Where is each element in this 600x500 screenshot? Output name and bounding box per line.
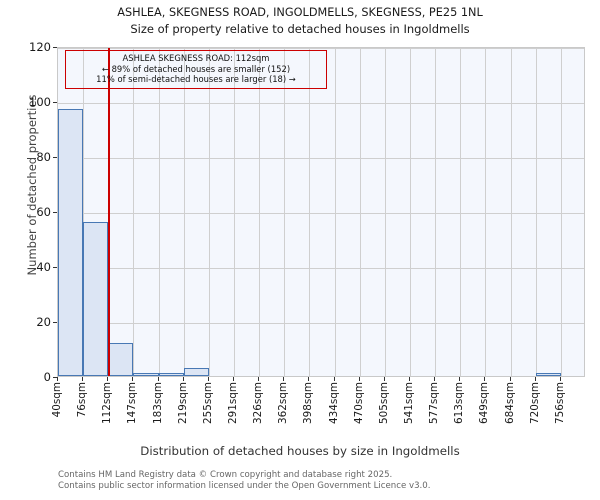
y-axis-label: Number of detached properties <box>25 94 39 276</box>
gridline-vertical <box>560 48 562 376</box>
x-axis-tick-mark <box>358 377 360 381</box>
x-axis-tick-mark <box>182 377 184 381</box>
x-axis-tick-label: 649sqm <box>478 382 491 424</box>
gridline-vertical <box>510 48 512 376</box>
x-axis-tick-mark <box>383 377 385 381</box>
gridline-vertical <box>234 48 235 376</box>
gridline-vertical <box>284 48 286 376</box>
gridline-vertical <box>334 48 336 376</box>
x-axis-tick-label: 756sqm <box>553 382 566 424</box>
page-title: ASHLEA, SKEGNESS ROAD, INGOLDMELLS, SKEG… <box>117 6 483 19</box>
annotation-title: ASHLEA SKEGNESS ROAD: 112sqm <box>122 53 270 63</box>
gridline-horizontal <box>58 48 584 49</box>
x-axis-tick-label: 112sqm <box>101 382 114 424</box>
x-axis-tick-mark <box>283 377 285 381</box>
annotation-larger: 11% of semi-detached houses are larger (… <box>96 74 296 84</box>
histogram-bar <box>133 373 159 376</box>
histogram-bar <box>83 222 109 376</box>
x-axis-tick-mark <box>233 377 234 381</box>
property-annotation-box: ASHLEA SKEGNESS ROAD: 112sqm ← 89% of de… <box>65 50 327 89</box>
annotation-smaller: ← 89% of detached houses are smaller (15… <box>101 63 291 74</box>
x-axis-tick-label: 541sqm <box>403 382 415 424</box>
x-axis-tick-mark <box>333 377 335 381</box>
x-axis-tick-mark <box>559 377 561 381</box>
x-axis-tick-mark <box>107 377 109 381</box>
x-axis-tick-mark <box>434 377 436 381</box>
footer-line-2: Contains public sector information licen… <box>58 480 431 491</box>
gridline-horizontal <box>58 213 584 214</box>
x-axis-tick-mark <box>207 377 209 381</box>
x-axis-tick-label: 362sqm <box>277 382 290 424</box>
gridline-horizontal <box>58 268 584 269</box>
histogram-bar <box>108 343 134 376</box>
gridline-vertical <box>485 48 487 376</box>
x-axis-tick-mark <box>258 377 260 381</box>
x-axis-tick-label: 255sqm <box>201 382 214 424</box>
x-axis-tick-label: 505sqm <box>377 382 390 424</box>
gridline-vertical <box>83 48 85 376</box>
gridline-vertical <box>384 48 386 376</box>
x-axis-tick-label: 434sqm <box>327 382 340 424</box>
x-axis-tick-label: 291sqm <box>227 382 239 424</box>
gridline-vertical <box>309 48 311 376</box>
x-axis-tick-mark <box>459 377 461 381</box>
gridline-horizontal <box>58 158 584 159</box>
gridline-horizontal <box>58 103 584 104</box>
gridline-vertical <box>460 48 462 376</box>
x-axis-tick-mark <box>509 377 511 381</box>
gridline-vertical <box>435 48 437 376</box>
y-axis-tick-label: 0 <box>43 370 51 384</box>
gridline-vertical <box>208 48 210 376</box>
x-axis-tick-label: 147sqm <box>126 382 139 424</box>
histogram-bar <box>535 373 561 376</box>
x-axis-tick-mark <box>308 377 310 381</box>
x-axis-tick-label: 470sqm <box>352 382 365 424</box>
footer-line-1: Contains HM Land Registry data © Crown c… <box>58 470 393 480</box>
gridline-vertical <box>359 48 361 376</box>
gridline-vertical <box>183 48 185 376</box>
chart-subtitle: Size of property relative to detached ho… <box>130 22 470 36</box>
gridline-vertical <box>535 48 537 376</box>
gridline-vertical <box>158 48 160 376</box>
x-axis-tick-label: 183sqm <box>151 382 164 424</box>
property-marker-line <box>108 48 111 376</box>
plot-area <box>57 47 585 377</box>
x-axis-tick-label: 326sqm <box>252 382 265 424</box>
x-axis-tick-mark <box>484 377 486 381</box>
x-axis-label: Distribution of detached houses by size … <box>140 444 460 458</box>
gridline-horizontal <box>58 323 584 324</box>
gridline-vertical <box>259 48 261 376</box>
x-axis-tick-label: 219sqm <box>176 382 189 424</box>
x-axis-tick-mark <box>534 377 536 381</box>
histogram-bar <box>58 109 84 376</box>
x-axis-tick-label: 577sqm <box>428 382 441 424</box>
chart-title-block: ASHLEA, SKEGNESS ROAD, INGOLDMELLS, SKEG… <box>0 5 600 38</box>
x-axis-tick-label: 40sqm <box>51 382 63 418</box>
x-axis-tick-label: 613sqm <box>453 382 466 424</box>
gridline-vertical <box>410 48 411 376</box>
x-axis-tick-mark <box>57 377 58 381</box>
x-axis-tick-label: 76sqm <box>76 382 89 418</box>
x-axis-tick-label: 720sqm <box>528 382 541 424</box>
histogram-bar <box>158 373 184 376</box>
x-axis-tick-mark <box>82 377 84 381</box>
x-axis-tick-mark <box>409 377 410 381</box>
gridline-vertical <box>133 48 135 376</box>
histogram-bar <box>183 367 209 376</box>
x-axis-tick-mark <box>132 377 134 381</box>
footer: Contains HM Land Registry data © Crown c… <box>58 470 598 491</box>
x-axis-tick-label: 684sqm <box>503 382 516 424</box>
x-axis-tick-label: 398sqm <box>302 382 315 424</box>
x-axis-tick-mark <box>157 377 159 381</box>
